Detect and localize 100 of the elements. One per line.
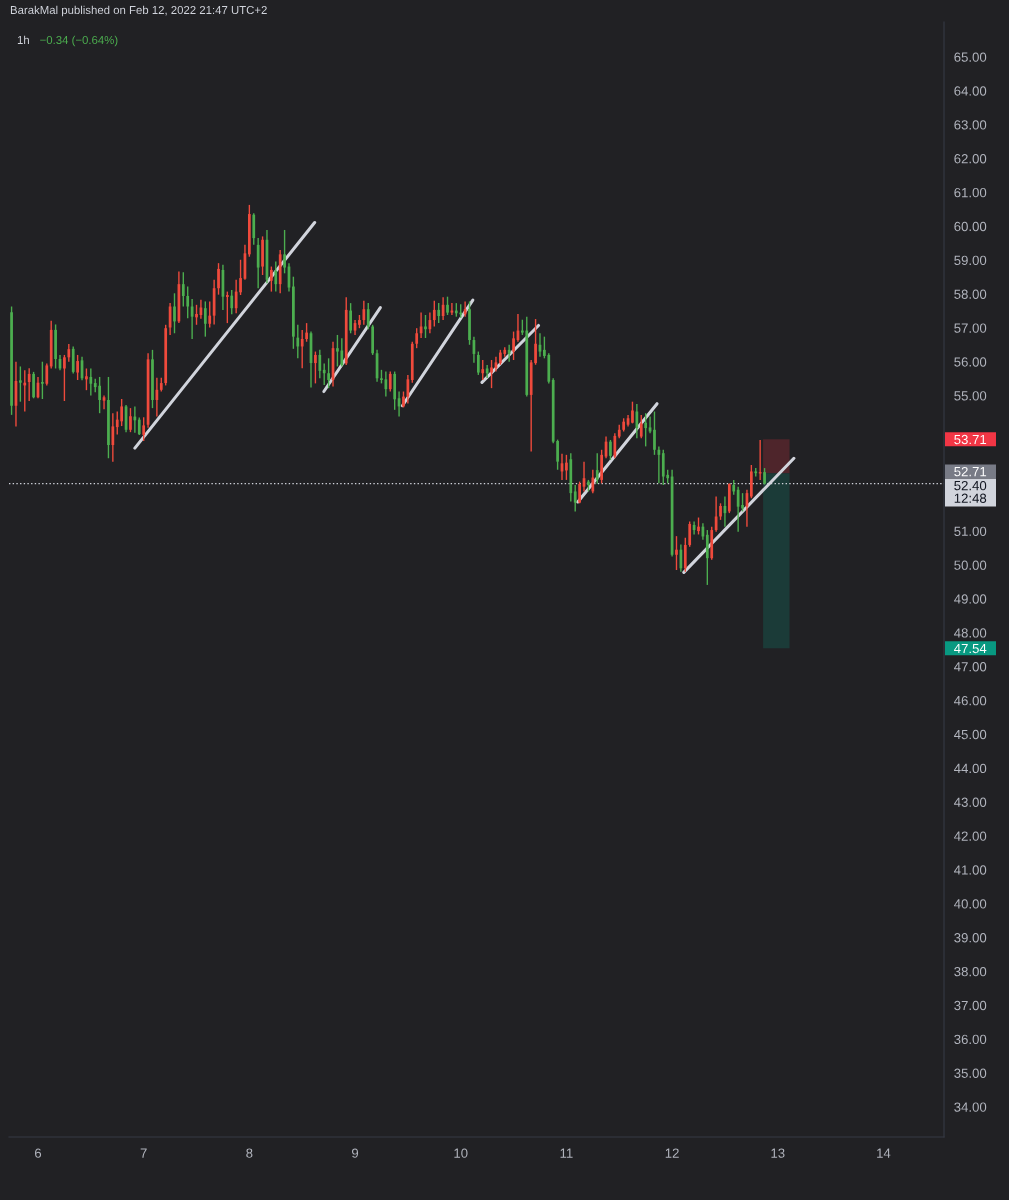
candlestick [446,295,449,316]
candlestick [261,235,264,276]
candlestick [366,302,370,330]
candlestick [151,349,154,409]
candlestick [107,376,110,459]
candlestick [142,416,146,442]
text: 1h [17,35,29,44]
x-tick-label: 8 [246,1148,253,1158]
text: 12:48 [954,493,987,503]
candlestick [437,302,441,324]
y-tick-label: 45.00 [954,729,987,740]
y-tick-label: 56.00 [954,357,987,367]
candlestick [644,412,648,448]
x-tick-label: 12 [665,1148,679,1158]
candlestick [41,361,44,400]
candlestick [322,362,326,386]
candlestick [587,479,590,493]
candlestick [120,398,124,427]
candlestick [622,417,626,433]
candlestick [362,300,366,326]
y-tick-label: 35.00 [954,1068,987,1078]
candlestick [653,410,656,456]
y-tick-label: 52.71 [954,466,987,477]
candlestick [283,229,286,275]
annotation: −0.34 (−0.64%) [40,35,118,47]
candlestick [675,535,678,571]
candlestick [481,359,485,381]
candlestick [230,289,234,315]
y-tick-label: 50.00 [954,560,987,570]
candlestick [639,414,643,439]
candlestick [424,314,427,339]
candlestick [186,285,190,320]
candlestick [234,279,238,314]
candlestick [512,330,515,361]
candlestick [10,305,13,416]
y-tick-label: 37.00 [954,1000,987,1011]
candlestick [600,449,603,485]
candlestick [181,271,185,308]
y-tick-label: 51.00 [954,526,987,536]
candlestick [661,449,665,486]
candlestick [336,334,339,368]
x-tick-label: 7 [140,1148,147,1158]
y-tick-label: 36.00 [954,1034,987,1045]
candlestick [19,365,22,403]
y-tick-label: 44.00 [954,763,987,774]
candlestick [247,204,251,258]
candlestick [318,349,322,380]
candlestick [705,529,709,586]
y-tick-label: 48.00 [954,628,987,638]
candlestick [340,337,344,368]
candlestick [507,344,511,363]
candlestick [432,300,436,328]
candlestick [490,359,493,389]
y-tick-label: 46.00 [954,695,987,706]
candlestick [498,349,502,366]
y-tick-label: 47.54 [954,643,987,654]
candlestick [327,357,330,389]
candlestick [45,362,49,387]
y-tick-label: 39.00 [954,933,987,943]
candlestick [89,367,93,397]
candlestick [239,259,242,296]
candlestick [565,454,568,481]
y-tick-label: 60.00 [954,221,987,232]
candlestick [591,469,595,494]
candlestick [225,290,229,324]
candlestick [305,322,308,343]
candlestick [402,390,405,409]
candlestick [688,520,692,548]
candlestick [27,367,31,402]
candlestick [296,324,300,360]
candlestick [292,276,295,350]
y-tick-label: 57.00 [954,323,987,333]
candlestick [173,292,176,334]
candlestick [741,492,744,513]
y-tick-label: 40.00 [954,899,987,909]
candlestick [203,300,207,338]
x-tick-label: 13 [771,1148,785,1158]
x-tick-label: 6 [34,1148,42,1158]
candlestick [476,350,480,376]
y-tick-label: 59.00 [954,255,987,266]
candlestick [217,262,220,296]
candlestick [349,302,352,334]
candlestick [609,439,612,461]
chart-title: BarakMal published on Feb 12, 2022 21:47 UTC+2 [10,5,267,17]
y-tick-label: 63.00 [954,120,987,130]
candlestick [578,480,581,504]
candlestick [85,367,88,391]
y-tick-label: 49.00 [954,594,987,604]
candlestick [314,350,317,385]
candlestick [763,467,766,486]
y-tick-label: 62.00 [954,154,987,164]
y-tick-label: 47.00 [954,662,987,672]
candlestick [274,260,278,293]
candlestick [208,300,212,329]
candlestick [71,345,75,375]
candlestick [749,464,753,499]
candlestick [631,400,634,425]
candlestick [358,314,361,329]
y-tick-label: 52.40 [954,480,987,491]
candlestick [683,537,687,573]
